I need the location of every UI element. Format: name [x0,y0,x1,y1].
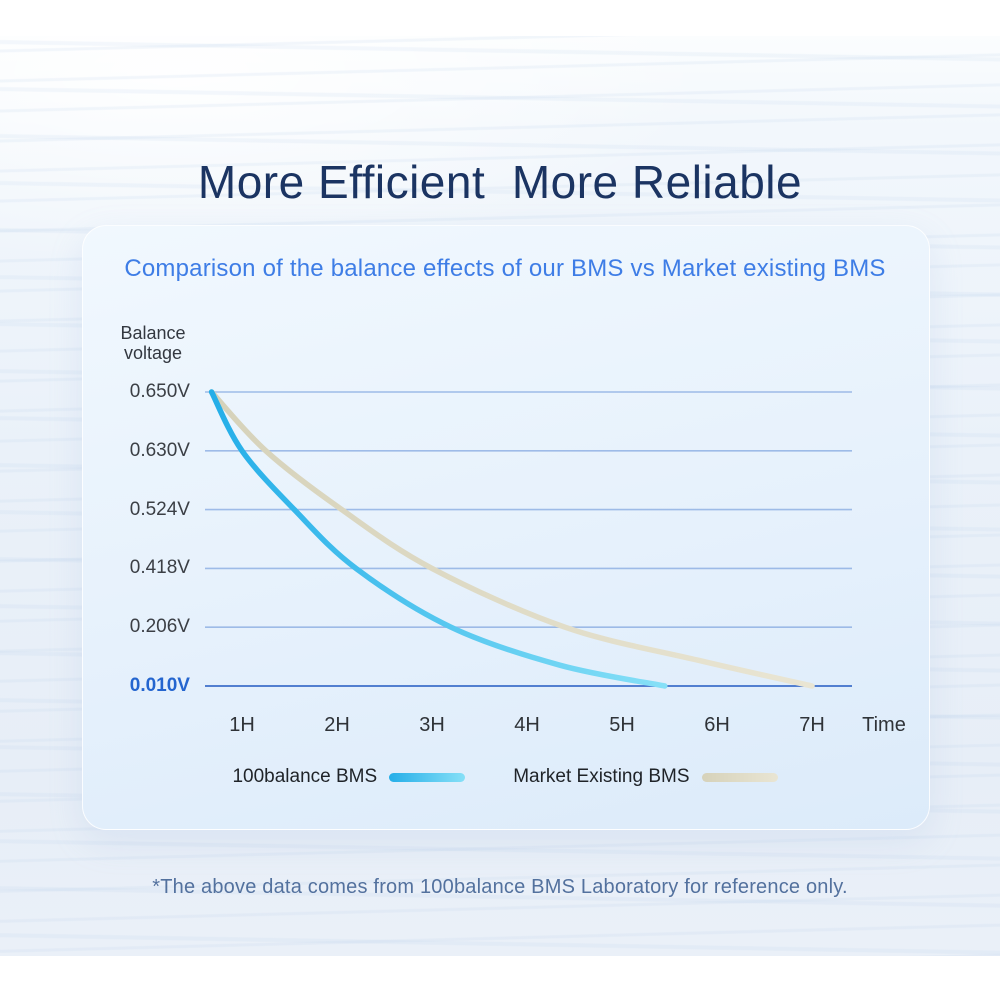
y-axis-label-line1: Balance [120,323,186,343]
chart-title: Comparison of the balance effects of our… [124,255,886,282]
y-tick-label: 0.630V [129,439,190,461]
x-tick-label: 5H [609,714,635,736]
x-tick-label: 6H [704,714,730,736]
y-tick-label: 0.650V [129,381,190,402]
main-title: More Efficient More Reliable [197,155,803,208]
legend-label-market: Market Existing BMS [513,766,690,787]
x-tick-label: 1H [229,714,255,736]
y-tick-label: 0.010V [129,675,190,696]
legend-item-100balance: 100balance BMS [232,766,466,788]
legend-label-100balance: 100balance BMS [232,766,378,787]
y-tick-label: 0.206V [129,616,190,638]
chart-legend: 100balance BMS Market Existing BMS [82,766,928,788]
y-axis-label: Balance voltage [108,323,198,364]
legend-swatch-beige-line [701,772,778,782]
x-tick-label: 4H [514,714,540,736]
legend-swatch-blue-line [389,772,466,782]
footnote: *The above data comes from 100balance BM… [152,876,848,898]
y-tick-label: 0.524V [129,498,190,520]
legend-item-market: Market Existing BMS [513,766,778,788]
chart-card [82,225,930,830]
x-tick-label: 3H [419,714,445,736]
x-tick-label: 2H [324,714,350,736]
y-tick-label: 0.418V [129,557,190,579]
x-tick-label: 7H [799,714,825,736]
y-axis-label-line2: voltage [123,342,183,363]
x-axis-name: Time [862,714,906,736]
